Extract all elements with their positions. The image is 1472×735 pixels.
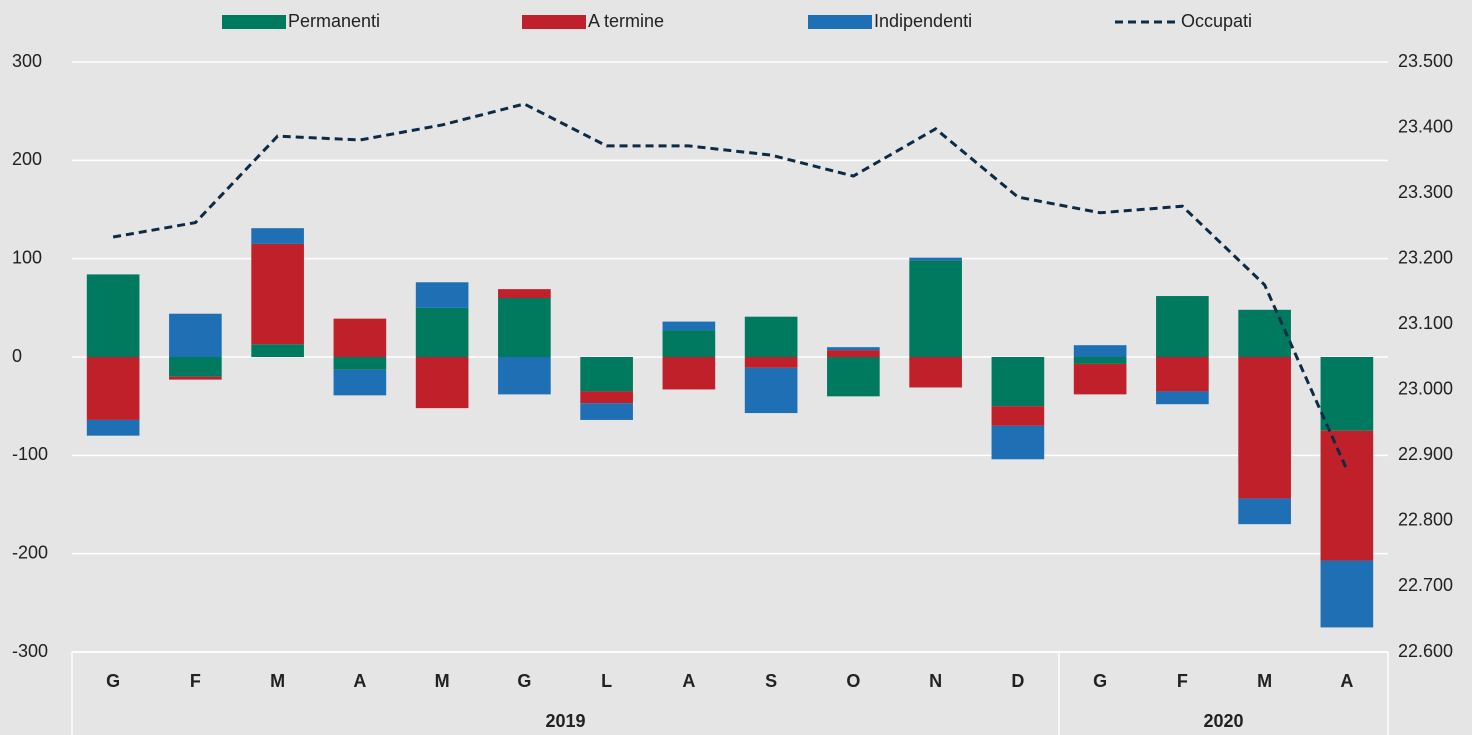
bar: [1320, 560, 1374, 628]
bar: [744, 357, 798, 368]
x-tick-label: G: [106, 671, 120, 691]
bar: [580, 391, 633, 404]
x-tick-label: A: [1340, 671, 1353, 691]
bar: [333, 369, 387, 396]
x-tick-label: M: [435, 671, 450, 691]
legend-swatch: [808, 15, 872, 29]
y-tick-label: 0: [12, 346, 22, 366]
x-tick-label: F: [190, 671, 201, 691]
bar: [1320, 430, 1374, 561]
x-tick-label: L: [601, 671, 612, 691]
bar: [580, 403, 633, 420]
x-tick-label: A: [682, 671, 695, 691]
bar: [169, 376, 222, 380]
y2-tick-label: 22.800: [1398, 510, 1453, 530]
x-tick-label: S: [765, 671, 777, 691]
bar: [1156, 296, 1209, 357]
bar: [662, 321, 716, 331]
bar: [991, 425, 1045, 460]
bar: [827, 347, 880, 351]
bar: [1156, 357, 1209, 392]
y2-tick-label: 23.400: [1398, 116, 1453, 136]
y2-tick-label: 23.300: [1398, 182, 1453, 202]
y-tick-label: 100: [12, 247, 42, 267]
bar: [991, 357, 1045, 407]
y2-tick-label: 23.500: [1398, 51, 1453, 71]
bar: [415, 357, 469, 409]
legend-swatch: [222, 15, 286, 29]
legend-label: Indipendenti: [874, 11, 972, 31]
y-tick-label: 300: [12, 51, 42, 71]
y-tick-label: 200: [12, 149, 42, 169]
y-tick-label: -300: [12, 641, 48, 661]
bar: [744, 316, 798, 357]
y2-tick-label: 22.900: [1398, 444, 1453, 464]
bar: [251, 243, 304, 345]
bar: [169, 313, 222, 357]
bar: [1156, 391, 1209, 405]
x-tick-label: F: [1177, 671, 1188, 691]
bar: [1238, 357, 1291, 499]
bar: [580, 357, 633, 392]
bar: [909, 260, 962, 357]
bar: [333, 357, 387, 370]
x-tick-label: M: [270, 671, 285, 691]
legend-label: Occupati: [1181, 11, 1252, 31]
x-tick-label: O: [846, 671, 860, 691]
bar: [498, 357, 551, 395]
legend-swatch: [522, 15, 586, 29]
legend-label: Permanenti: [288, 11, 380, 31]
bar: [909, 257, 962, 261]
bar: [498, 289, 551, 298]
x-tick-label: G: [517, 671, 531, 691]
bar: [662, 330, 716, 357]
bar: [1073, 345, 1127, 357]
bar: [251, 344, 304, 357]
bar: [251, 228, 304, 244]
y-tick-label: -200: [12, 542, 48, 562]
bar: [909, 357, 962, 388]
bar: [662, 357, 716, 390]
bar: [415, 307, 469, 357]
y2-tick-label: 23.100: [1398, 313, 1453, 333]
bar: [1073, 363, 1127, 395]
x-group-label: 2020: [1203, 711, 1243, 731]
bar: [744, 367, 798, 414]
x-tick-label: M: [1257, 671, 1272, 691]
x-tick-label: D: [1011, 671, 1024, 691]
line: [112, 102, 1349, 471]
y-tick-label: -100: [12, 444, 48, 464]
bar: [86, 419, 140, 436]
bar: [1073, 357, 1127, 364]
bar: [827, 350, 880, 357]
x-tick-label: A: [353, 671, 366, 691]
bar: [827, 357, 880, 397]
x-group-label: 2019: [545, 711, 585, 731]
bar: [1320, 357, 1374, 431]
bar: [169, 357, 222, 377]
y2-tick-label: 22.700: [1398, 575, 1453, 595]
y2-tick-label: 23.200: [1398, 247, 1453, 267]
bar: [86, 274, 140, 357]
bar: [991, 406, 1045, 426]
bar: [333, 318, 387, 357]
bar: [498, 298, 551, 357]
bar: [415, 282, 469, 308]
x-tick-label: N: [929, 671, 942, 691]
x-tick-label: G: [1093, 671, 1107, 691]
bar: [86, 357, 140, 420]
y2-tick-label: 22.600: [1398, 641, 1453, 661]
y2-tick-label: 23.000: [1398, 379, 1453, 399]
legend-label: A termine: [588, 11, 664, 31]
bar: [1238, 498, 1291, 525]
bar: [1238, 309, 1291, 357]
